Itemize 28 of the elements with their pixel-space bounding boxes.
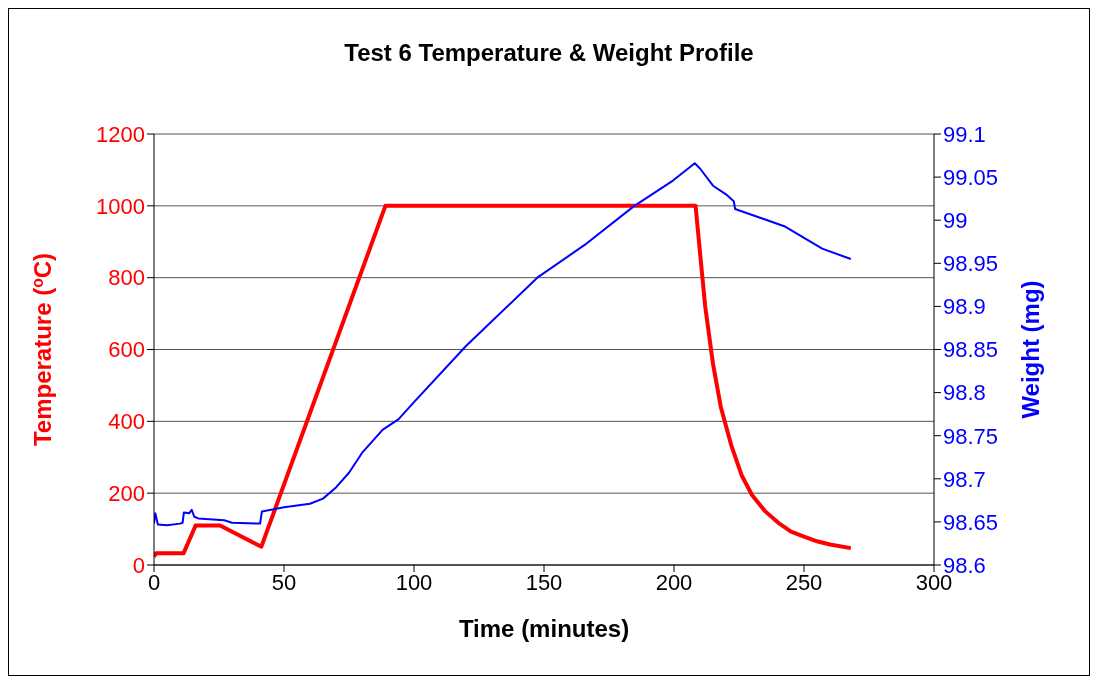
y-tick-label: 1000 <box>96 193 145 219</box>
line-series <box>154 203 853 559</box>
y2-tick-label: 98.85 <box>943 337 999 363</box>
y-tick-label: 1200 <box>96 121 145 147</box>
x-tick-label: 50 <box>271 569 297 595</box>
y-tick-label: 400 <box>108 409 145 435</box>
y2-tick-label: 99.1 <box>943 121 986 147</box>
x-tick-label: 200 <box>655 569 693 595</box>
x-tick-label: 0 <box>147 569 161 595</box>
y2-tick-label: 98.9 <box>943 294 986 320</box>
x-tick-label: 150 <box>525 569 563 595</box>
y-tick-label: 200 <box>108 480 145 506</box>
y-tick-label: 800 <box>108 265 145 291</box>
chart-title: Test 6 Temperature & Weight Profile <box>343 39 755 67</box>
y2-tick-label: 98.8 <box>943 380 986 406</box>
y2-tick-label: 99 <box>943 208 968 234</box>
y-tick-label: 600 <box>108 337 145 363</box>
y2-tick-label: 99.05 <box>943 164 999 190</box>
y2-tick-label: 98.65 <box>943 509 999 535</box>
x-tick-label: 100 <box>395 569 433 595</box>
x-axis-title: Time (minutes) <box>458 615 630 642</box>
y2-tick-label: 98.7 <box>943 466 986 492</box>
y-tick-label: 0 <box>132 552 145 578</box>
line-series <box>154 162 852 527</box>
y2-tick-label: 98.75 <box>943 423 999 449</box>
y2-axis-title: Weight (mg) <box>1017 280 1044 419</box>
x-tick-label: 250 <box>785 569 823 595</box>
y2-tick-label: 98.95 <box>943 251 999 277</box>
